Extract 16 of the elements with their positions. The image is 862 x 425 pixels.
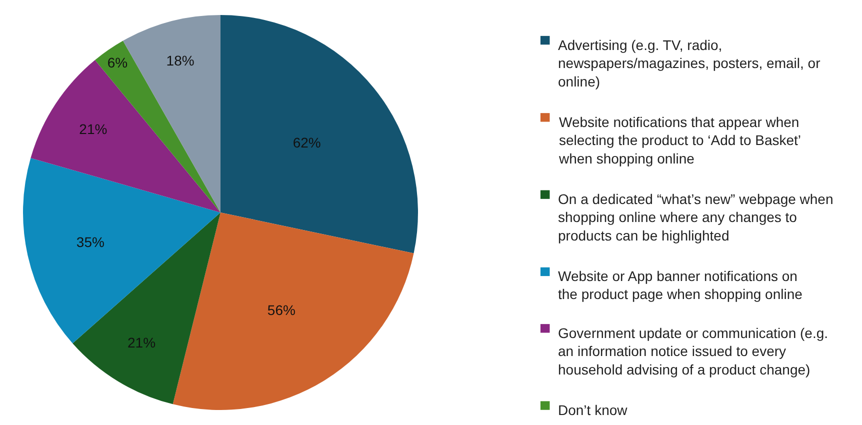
legend-label: Don’t know: [558, 402, 628, 418]
pie-slice: [172, 212, 414, 410]
data-label: 21%: [128, 334, 156, 351]
legend-label: Advertising (e.g. TV, radio, newspapers/magazines, posters, email, or online): [558, 37, 821, 90]
data-label: 35%: [76, 234, 104, 250]
pie-slice: [220, 15, 418, 254]
data-label: 56%: [267, 302, 296, 318]
legend-label: Website or App banner notifications on the product page when shopping online: [558, 268, 803, 302]
data-label: 62%: [292, 134, 321, 150]
legend-label: Government update or communication (e.g. an information notice issued to every household advising of a product change): [558, 325, 828, 378]
data-label: 18%: [166, 52, 194, 68]
legend-label: Website notifications that appear when selecting the product to ‘Add to Basket’ when shopping online: [558, 114, 802, 166]
pie-slice: [72, 212, 220, 404]
legend-label: On a dedicated “what’s new” webpage when shopping online where any changes to products can be highlighted: [558, 191, 834, 244]
data-label: 21%: [79, 120, 108, 137]
data-label: 6%: [107, 54, 128, 71]
